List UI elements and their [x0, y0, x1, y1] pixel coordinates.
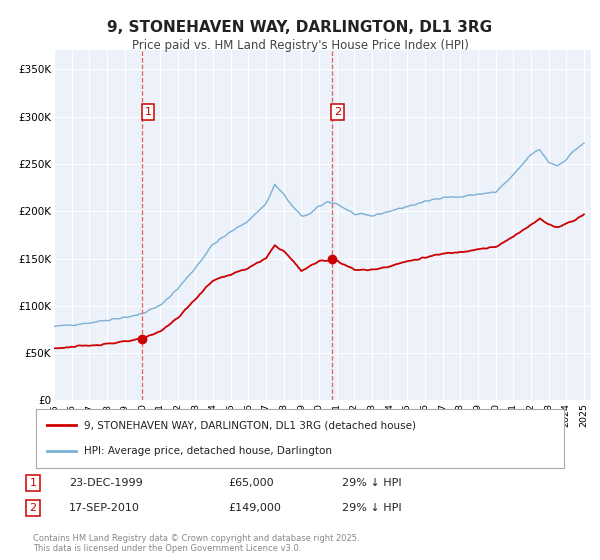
Text: 1: 1: [145, 107, 152, 117]
Text: 1: 1: [29, 478, 37, 488]
Text: 9, STONEHAVEN WAY, DARLINGTON, DL1 3RG (detached house): 9, STONEHAVEN WAY, DARLINGTON, DL1 3RG (…: [83, 420, 416, 430]
Text: Contains HM Land Registry data © Crown copyright and database right 2025.
This d: Contains HM Land Registry data © Crown c…: [33, 534, 359, 553]
Text: £149,000: £149,000: [228, 503, 281, 513]
Text: HPI: Average price, detached house, Darlington: HPI: Average price, detached house, Darl…: [83, 446, 332, 456]
Text: 2: 2: [29, 503, 37, 513]
Text: £65,000: £65,000: [228, 478, 274, 488]
Text: 17-SEP-2010: 17-SEP-2010: [69, 503, 140, 513]
Text: 29% ↓ HPI: 29% ↓ HPI: [342, 503, 401, 513]
Text: 9, STONEHAVEN WAY, DARLINGTON, DL1 3RG: 9, STONEHAVEN WAY, DARLINGTON, DL1 3RG: [107, 20, 493, 35]
Text: 29% ↓ HPI: 29% ↓ HPI: [342, 478, 401, 488]
Text: 23-DEC-1999: 23-DEC-1999: [69, 478, 143, 488]
Text: Price paid vs. HM Land Registry's House Price Index (HPI): Price paid vs. HM Land Registry's House …: [131, 39, 469, 52]
Text: 2: 2: [334, 107, 341, 117]
